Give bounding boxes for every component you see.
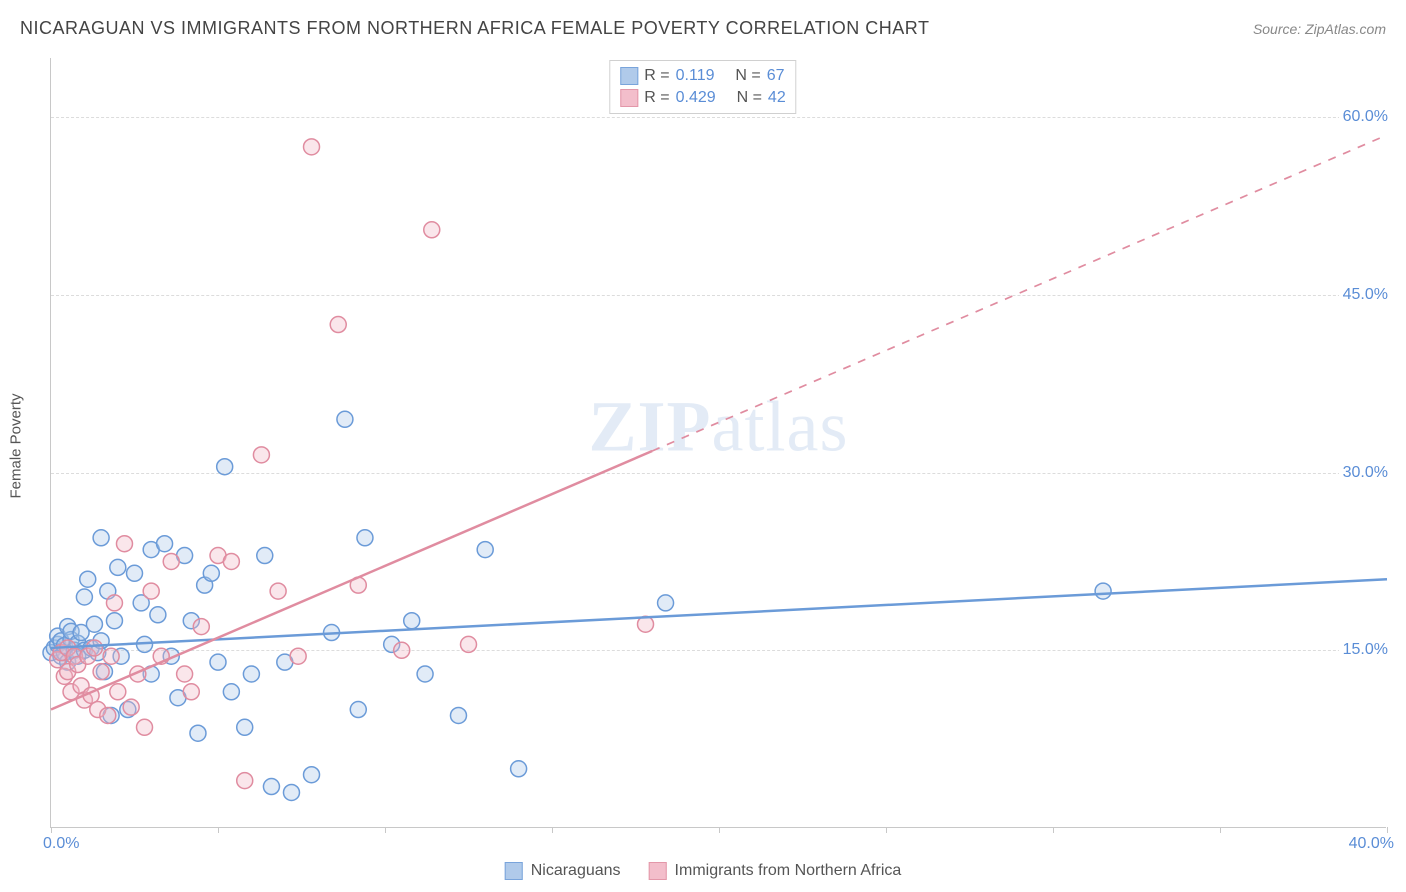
data-point [263, 779, 279, 795]
data-point [116, 536, 132, 552]
data-point [177, 666, 193, 682]
legend-box-statistics: R = 0.119 N = 67 R = 0.429 N = 42 [609, 60, 796, 114]
data-point [123, 699, 139, 715]
trend-line [51, 451, 652, 710]
data-point [337, 411, 353, 427]
data-point [1095, 583, 1111, 599]
data-point [80, 571, 96, 587]
x-tick [218, 827, 219, 833]
data-point [150, 607, 166, 623]
data-point [511, 761, 527, 777]
y-axis-label: Female Poverty [8, 393, 25, 498]
x-tick [51, 827, 52, 833]
data-point [137, 719, 153, 735]
legend-n-value-1: 67 [767, 67, 785, 85]
x-tick [1053, 827, 1054, 833]
data-point [190, 725, 206, 741]
data-point [257, 548, 273, 564]
legend-n-label-2: N = [737, 89, 762, 107]
x-axis-start-label: 0.0% [43, 835, 79, 853]
data-point [350, 702, 366, 718]
data-point [103, 648, 119, 664]
trend-line [51, 579, 1387, 648]
data-point [658, 595, 674, 611]
x-tick [385, 827, 386, 833]
data-point [210, 654, 226, 670]
data-point [304, 139, 320, 155]
data-point [357, 530, 373, 546]
data-point [110, 559, 126, 575]
x-tick [719, 827, 720, 833]
bottom-swatch-1 [505, 862, 523, 880]
scatter-plot-svg [51, 58, 1386, 827]
data-point [110, 684, 126, 700]
legend-row-series-2: R = 0.429 N = 42 [620, 87, 785, 109]
x-tick [552, 827, 553, 833]
swatch-series-1 [620, 67, 638, 85]
data-point [93, 664, 109, 680]
data-point [143, 583, 159, 599]
trend-line-dashed [652, 135, 1387, 451]
legend-n-label: N = [735, 67, 760, 85]
title-bar: NICARAGUAN VS IMMIGRANTS FROM NORTHERN A… [20, 18, 1386, 39]
data-point [127, 565, 143, 581]
bottom-legend: Nicaraguans Immigrants from Northern Afr… [505, 862, 902, 880]
data-point [290, 648, 306, 664]
data-point [417, 666, 433, 682]
data-point [283, 784, 299, 800]
bottom-legend-label-2: Immigrants from Northern Africa [675, 862, 902, 880]
data-point [237, 773, 253, 789]
data-point [243, 666, 259, 682]
x-tick [1387, 827, 1388, 833]
data-point [106, 595, 122, 611]
data-point [163, 553, 179, 569]
bottom-legend-item-2: Immigrants from Northern Africa [649, 862, 902, 880]
data-point [424, 222, 440, 238]
plot-area: 15.0%30.0%45.0%60.0% ZIPatlas 0.0% 40.0% [50, 58, 1386, 828]
source-attribution: Source: ZipAtlas.com [1253, 21, 1386, 37]
x-tick [886, 827, 887, 833]
legend-n-value-2: 42 [768, 89, 786, 107]
x-axis-end-label: 40.0% [1349, 835, 1394, 853]
data-point [100, 707, 116, 723]
data-point [217, 459, 233, 475]
swatch-series-2 [620, 89, 638, 107]
data-point [394, 642, 410, 658]
data-point [270, 583, 286, 599]
data-point [461, 636, 477, 652]
data-point [223, 553, 239, 569]
legend-r-value-2: 0.429 [676, 89, 716, 107]
legend-row-series-1: R = 0.119 N = 67 [620, 65, 785, 87]
data-point [237, 719, 253, 735]
data-point [76, 589, 92, 605]
data-point [253, 447, 269, 463]
data-point [223, 684, 239, 700]
data-point [404, 613, 420, 629]
chart-container: NICARAGUAN VS IMMIGRANTS FROM NORTHERN A… [0, 0, 1406, 892]
data-point [86, 616, 102, 632]
data-point [157, 536, 173, 552]
data-point [193, 619, 209, 635]
bottom-swatch-2 [649, 862, 667, 880]
data-point [330, 317, 346, 333]
data-point [477, 542, 493, 558]
bottom-legend-item-1: Nicaraguans [505, 862, 621, 880]
x-tick [1220, 827, 1221, 833]
data-point [93, 530, 109, 546]
data-point [106, 613, 122, 629]
data-point [86, 640, 102, 656]
chart-title: NICARAGUAN VS IMMIGRANTS FROM NORTHERN A… [20, 18, 929, 39]
legend-r-label: R = [644, 67, 669, 85]
legend-r-value-1: 0.119 [676, 67, 715, 85]
data-point [304, 767, 320, 783]
legend-r-label-2: R = [644, 89, 669, 107]
data-point [203, 565, 219, 581]
bottom-legend-label-1: Nicaraguans [531, 862, 621, 880]
data-point [183, 684, 199, 700]
data-point [450, 707, 466, 723]
